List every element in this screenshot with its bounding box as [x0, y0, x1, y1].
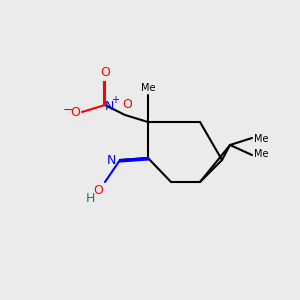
- Text: Me: Me: [254, 149, 268, 159]
- Text: N: N: [104, 100, 114, 113]
- Text: −: −: [63, 103, 73, 116]
- Text: N: N: [106, 154, 116, 166]
- Text: O: O: [122, 98, 132, 111]
- Text: H: H: [85, 192, 95, 205]
- Text: O: O: [93, 184, 103, 197]
- Text: O: O: [70, 106, 80, 118]
- Text: O: O: [100, 66, 110, 79]
- Text: +: +: [111, 95, 119, 105]
- Text: Me: Me: [141, 83, 155, 93]
- Text: Me: Me: [254, 134, 268, 144]
